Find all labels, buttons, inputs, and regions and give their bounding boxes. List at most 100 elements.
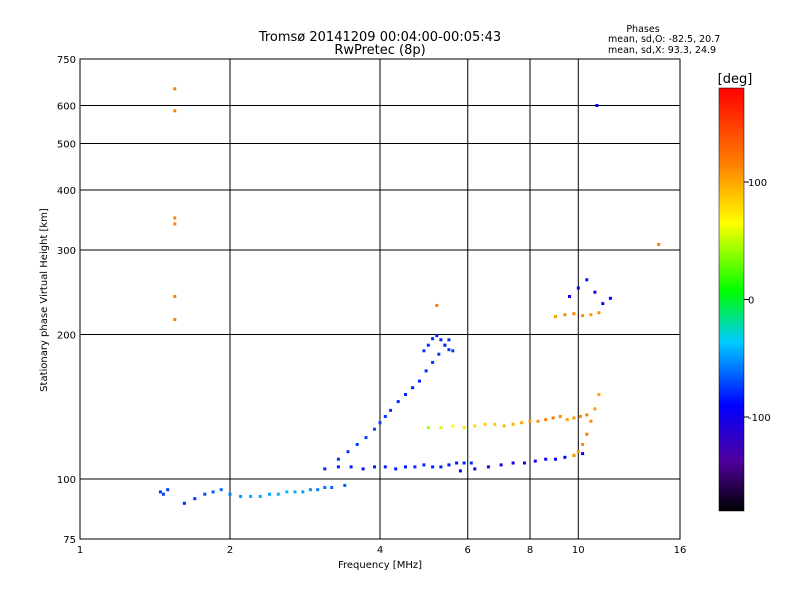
data-point (336, 465, 340, 469)
data-point (581, 314, 585, 318)
data-point (447, 463, 451, 467)
data-point (486, 465, 490, 469)
data-point (462, 461, 466, 465)
data-point (473, 424, 477, 428)
x-tick-label: 6 (465, 545, 471, 556)
data-point (551, 416, 555, 420)
data-point (173, 216, 177, 220)
grid (80, 59, 680, 539)
stats-line-o: mean, sd,O: -82.5, 20.7 (608, 34, 720, 45)
data-point (595, 104, 599, 107)
data-point (544, 418, 548, 422)
data-point (301, 490, 305, 494)
data-point (258, 494, 262, 498)
data-point (323, 486, 327, 489)
colorbar-tick-label: -100 (748, 413, 771, 424)
data-point (422, 463, 426, 467)
data-point (404, 393, 407, 396)
data-point (173, 295, 177, 298)
data-point (439, 465, 443, 469)
data-point (361, 467, 365, 471)
x-tick-label: 1 (77, 545, 83, 556)
data-point (364, 436, 368, 440)
colorbar-label: [deg] (718, 72, 753, 87)
data-point (426, 343, 430, 347)
colorbar-ticks: 100 0 -100 (744, 178, 771, 424)
data-point (211, 490, 215, 494)
stats-line-x: mean, sd,X: 93.3, 24.9 (608, 45, 716, 56)
data-point (166, 488, 170, 492)
data-point (308, 488, 312, 492)
data-point (462, 426, 466, 430)
tick-labels: 1 2 4 6 8 10 16 75 100 200 300 400 500 600 750 (57, 55, 686, 556)
y-tick-label: 400 (57, 186, 76, 197)
data-point (439, 338, 443, 342)
data-point (203, 492, 207, 496)
data-point (511, 422, 515, 426)
data-point (554, 457, 557, 461)
data-point (413, 465, 417, 469)
data-point (323, 467, 327, 471)
y-tick-label: 200 (57, 331, 76, 342)
data-point (431, 465, 435, 469)
data-point (316, 488, 320, 492)
data-point (404, 465, 407, 469)
data-point (657, 243, 661, 246)
data-point (383, 465, 387, 469)
data-point (293, 490, 297, 494)
data-point (572, 416, 576, 420)
data-point (431, 337, 435, 341)
data-point (581, 452, 585, 456)
data-point (523, 461, 526, 465)
data-point (502, 424, 506, 428)
colorbar-tick-label: 0 (748, 296, 754, 307)
x-tick-label: 4 (377, 545, 383, 556)
colorbar-tick-label: 100 (748, 178, 767, 189)
data-point (593, 407, 597, 411)
data-point (520, 421, 524, 425)
data-point (161, 492, 165, 496)
data-point (158, 490, 162, 494)
data-point (597, 311, 601, 315)
data-point (435, 303, 439, 307)
data-point (593, 290, 597, 294)
data-point (435, 334, 439, 338)
data-point (451, 349, 455, 353)
data-point (597, 393, 601, 396)
data-point (378, 421, 382, 425)
x-tick-label: 2 (227, 545, 233, 556)
data-point (422, 349, 426, 353)
data-point (544, 457, 548, 461)
data-point (469, 461, 473, 465)
data-point (173, 222, 177, 226)
data-point (173, 87, 177, 91)
data-point (608, 296, 612, 300)
x-tick-label: 8 (527, 545, 533, 556)
data-point (528, 419, 532, 423)
data-point (268, 492, 271, 496)
y-tick-label: 100 (57, 475, 76, 486)
data-point (493, 422, 497, 426)
data-point (558, 415, 562, 418)
data-point (581, 443, 585, 446)
data-point (585, 432, 589, 436)
data-point (219, 488, 223, 492)
data-point (173, 318, 177, 321)
plot-frame (79, 58, 681, 540)
y-tick-label: 750 (57, 55, 76, 66)
data-point (565, 418, 569, 422)
data-point (439, 426, 443, 430)
data-point (285, 490, 289, 494)
data-point (346, 450, 350, 454)
data-point (585, 413, 589, 417)
data-point (589, 313, 593, 317)
data-point (576, 450, 580, 454)
data-point (343, 483, 347, 487)
data-point (451, 424, 455, 428)
data-point (424, 369, 428, 373)
x-tick-label: 10 (572, 545, 585, 556)
data-point (249, 494, 253, 498)
data-point (585, 278, 589, 282)
data-point (578, 415, 582, 418)
